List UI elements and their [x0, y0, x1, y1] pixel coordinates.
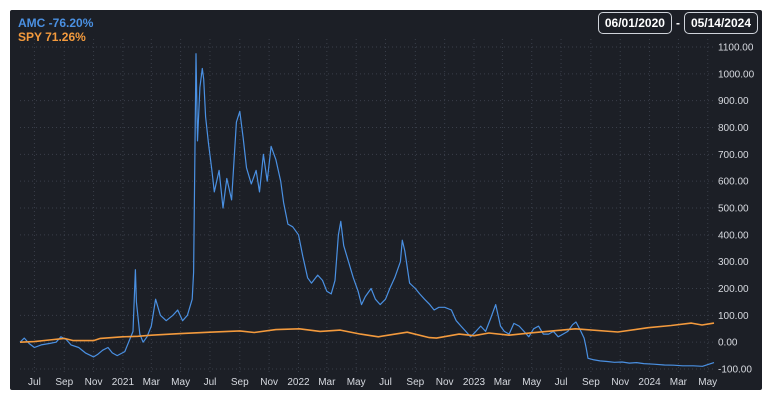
x-tick-label: Nov	[85, 377, 103, 388]
y-tick-label: 500.00	[718, 204, 749, 215]
y-tick-label: 100.00	[718, 311, 749, 322]
x-tick-label: Mar	[670, 377, 688, 388]
x-tick-label: May	[522, 377, 541, 388]
y-tick-label: -100.00	[718, 365, 752, 376]
x-tick-label: Sep	[231, 377, 249, 388]
x-tick-label: May	[347, 377, 366, 388]
x-tick-label: 2023	[463, 377, 486, 388]
series-line-spy	[19, 322, 715, 343]
x-tick-label: Sep	[55, 377, 73, 388]
y-tick-label: 400.00	[718, 230, 749, 241]
x-tick-label: May	[698, 377, 717, 388]
chart-legend: AMC -76.20% SPY 71.26%	[18, 16, 93, 44]
date-range-controls: 06/01/2020 - 05/14/2024	[597, 12, 758, 34]
x-tick-label: Nov	[611, 377, 629, 388]
y-tick-label: 1000.00	[718, 69, 755, 80]
x-tick-label: 2022	[287, 377, 310, 388]
y-tick-label: 300.00	[718, 257, 749, 268]
y-tick-label: 800.00	[718, 123, 749, 134]
x-tick-label: Mar	[143, 377, 161, 388]
line-chart: 1100.00 1000.00 900.00 800.00 700.00 600.00 50…	[19, 39, 755, 388]
chart-panel: 1100.00 1000.00 900.00 800.00 700.00 600.00 50…	[10, 10, 762, 390]
y-tick-label: 0.00	[718, 338, 738, 349]
y-tick-label: 700.00	[718, 150, 749, 161]
series-line-amc	[19, 53, 715, 367]
end-date-input[interactable]: 05/14/2024	[683, 12, 758, 34]
x-tick-label: Sep	[406, 377, 424, 388]
x-tick-label: 2024	[638, 377, 661, 388]
x-tick-label: Nov	[260, 377, 278, 388]
y-tick-label: 1100.00	[718, 43, 754, 54]
x-tick-label: May	[171, 377, 190, 388]
start-date-input[interactable]: 06/01/2020	[597, 12, 672, 34]
legend-amc: AMC -76.20%	[18, 16, 94, 30]
x-tick-label: Mar	[318, 377, 336, 388]
x-tick-label: Nov	[436, 377, 454, 388]
x-tick-label: Sep	[582, 377, 600, 388]
x-tick-label: 2021	[112, 377, 135, 388]
x-tick-label: Jul	[204, 377, 217, 388]
x-tick-label: Jul	[379, 377, 392, 388]
date-range-separator: -	[675, 16, 680, 30]
legend-spy: SPY 71.26%	[18, 30, 86, 44]
y-tick-label: 600.00	[718, 177, 749, 188]
y-tick-label: 200.00	[718, 284, 749, 295]
y-tick-label: 900.00	[718, 96, 749, 107]
x-tick-label: Jul	[28, 377, 41, 388]
x-tick-label: Jul	[555, 377, 568, 388]
x-tick-label: Mar	[494, 377, 512, 388]
